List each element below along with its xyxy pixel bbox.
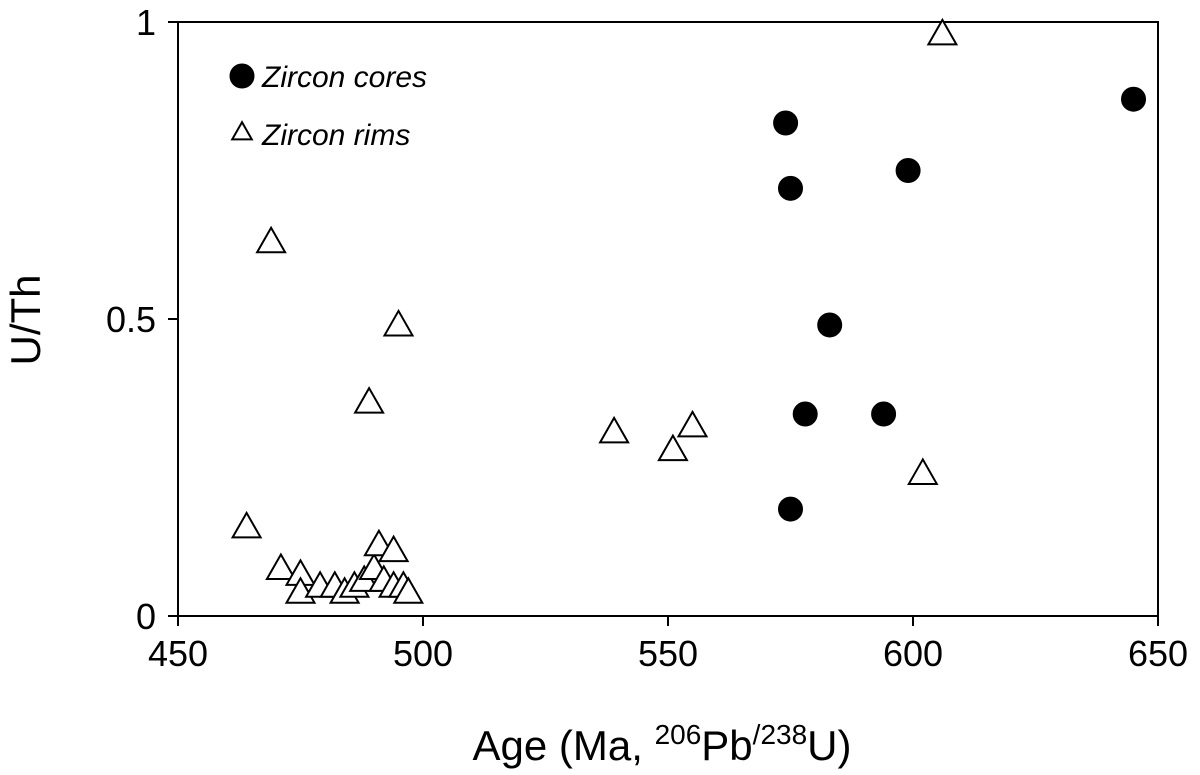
data-point-rim [657, 433, 689, 462]
data-point-core [817, 312, 843, 338]
data-point-rim [598, 415, 630, 444]
plot-frame [177, 21, 1159, 617]
plot-border [177, 21, 1159, 617]
data-point-core [778, 175, 803, 201]
data-point-rim [907, 457, 939, 485]
data-point-rim [392, 576, 425, 604]
x-tick-label: 600 [883, 633, 943, 674]
y-tick-label: 1 [136, 2, 156, 43]
legend: Zircon cores Zircon rims [229, 61, 427, 152]
data-point-rim [265, 552, 297, 580]
data-point-rim [230, 510, 263, 539]
data-point-rim [676, 409, 709, 438]
data-point-core [792, 401, 818, 427]
data-points [230, 17, 1146, 604]
y-axis-title: U/Th [2, 274, 49, 365]
axis-ticks: 450 500 550 600 650 0 0.5 1 [106, 2, 1188, 674]
data-point-core [1121, 86, 1146, 112]
y-tick-label: 0.5 [106, 299, 156, 340]
legend-marker-rim [230, 120, 254, 141]
data-point-core [871, 401, 897, 427]
legend-label: Zircon cores [261, 61, 427, 94]
x-tick-label: 500 [393, 633, 453, 674]
legend-marker-core [229, 63, 255, 89]
x-tick-label: 650 [1128, 633, 1188, 674]
data-point-core [895, 158, 921, 183]
data-point-core [773, 110, 799, 136]
data-point-rim [377, 534, 410, 563]
data-point-rim [255, 225, 287, 254]
x-tick-label: 450 [148, 633, 208, 674]
x-tick-label: 550 [638, 633, 698, 674]
data-point-rim [382, 308, 415, 337]
legend-label: Zircon rims [261, 119, 410, 152]
data-point-rim [926, 17, 959, 46]
data-point-rim [353, 386, 385, 414]
y-tick-label: 0 [136, 596, 156, 637]
x-axis-title: Age (Ma, 206Pb/238U) [473, 719, 852, 769]
data-point-core [778, 496, 803, 522]
